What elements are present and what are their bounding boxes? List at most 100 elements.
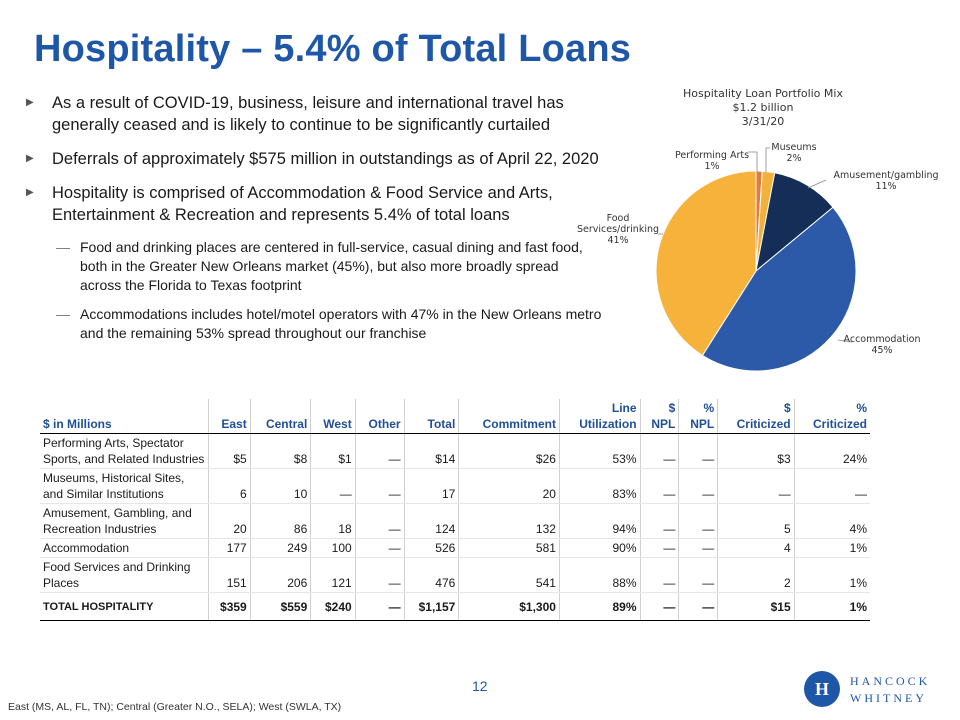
cell-dollar-criticized: 2 <box>717 557 795 593</box>
cell-central: 86 <box>249 503 311 539</box>
table-row: Food Services and Drinking Places 151 206 1… <box>40 557 870 593</box>
bullet-item: ▶ Hospitality is comprised of Accommodati… <box>22 182 602 226</box>
header-west: West <box>310 399 356 434</box>
cell-dollar-npl: — <box>639 557 679 593</box>
row-label: Accommodation <box>40 538 208 558</box>
cell-west: 121 <box>310 557 356 593</box>
cell-pct-criticized: 1% <box>793 557 870 593</box>
bullet-text: As a result of COVID-19, business, leisu… <box>52 94 564 134</box>
row-label: Amusement, Gambling, and Recreation Indu… <box>40 503 208 539</box>
cell-other: — <box>354 468 405 504</box>
cell-east: 20 <box>207 503 251 539</box>
cell-pct-npl: — <box>678 557 718 593</box>
cell-east: $359 <box>207 592 251 621</box>
cell-line-utilization: 53% <box>558 433 641 469</box>
label-food-line1: Food <box>607 213 630 224</box>
cell-other: — <box>354 503 405 539</box>
pie-slice-food-services-drinking <box>655 170 757 357</box>
header-total: Total <box>403 399 459 434</box>
row-label: Museums, Historical Sites, and Similar I… <box>40 468 208 504</box>
cell-total: 526 <box>403 538 459 558</box>
cell-dollar-npl: — <box>639 538 679 558</box>
cell-pct-criticized: 24% <box>793 433 870 469</box>
cell-other: — <box>354 557 405 593</box>
dash-bullet-icon: — <box>56 306 70 322</box>
label-museums: Museums <box>771 142 816 153</box>
cell-central: 10 <box>249 468 311 504</box>
bullet-item: ▶ Deferrals of approximately $575 million… <box>22 148 602 170</box>
cell-west: — <box>310 468 356 504</box>
cell-total: $14 <box>403 433 459 469</box>
cell-dollar-criticized: 4 <box>717 538 795 558</box>
cell-pct-criticized: 1% <box>793 592 870 621</box>
table-row: Accommodation 177 249 100—526 581 90% — —4 1% <box>40 538 870 558</box>
cell-other: — <box>354 592 405 621</box>
cell-dollar-criticized: 5 <box>717 503 795 539</box>
cell-total: 124 <box>403 503 459 539</box>
bullet-item: ▶ As a result of COVID-19, business, leis… <box>22 92 602 136</box>
cell-line-utilization: 88% <box>558 557 641 593</box>
header-central: Central <box>249 399 311 434</box>
cell-west: 18 <box>310 503 356 539</box>
cell-commitment: 541 <box>458 557 560 593</box>
cell-line-utilization: 94% <box>558 503 641 539</box>
cell-commitment: $26 <box>458 433 560 469</box>
table-header-row: $ in Millions East Central West Other To… <box>40 399 870 434</box>
cell-commitment: $1,300 <box>458 592 560 621</box>
chart-subtitle-amount: $1.2 billion <box>733 101 794 114</box>
header-other: Other <box>354 399 405 434</box>
header-pct-criticized: % Criticized <box>793 399 870 434</box>
cell-other: — <box>354 538 405 558</box>
cell-dollar-criticized: — <box>717 468 795 504</box>
table-row: Performing Arts, Spectator Sports, and R… <box>40 433 870 469</box>
bullet-list: ▶ As a result of COVID-19, business, leis… <box>22 92 602 353</box>
cell-central: $559 <box>249 592 311 621</box>
cell-commitment: 132 <box>458 503 560 539</box>
label-food-pct: 41% <box>607 235 628 246</box>
logo-text-line1: HANCOCK <box>850 674 931 688</box>
sub-bullet-item: — Accommodations includes hotel/motel ope… <box>22 305 602 343</box>
cell-pct-npl: — <box>678 433 718 469</box>
row-label: Food Services and Drinking Places <box>40 557 208 593</box>
label-accommodation: Accommodation <box>844 334 921 345</box>
cell-dollar-npl: — <box>639 503 679 539</box>
sub-bullet-item: — Food and drinking places are centered i… <box>22 238 602 295</box>
header-line-utilization: Line Utilization <box>558 399 641 434</box>
bullet-text: Hospitality is comprised of Accommodatio… <box>52 184 553 224</box>
region-footnote: East (MS, AL, FL, TN); Central (Greater … <box>8 701 342 713</box>
cell-total: 476 <box>403 557 459 593</box>
cell-line-utilization: 83% <box>558 468 641 504</box>
logo-mark-icon: H <box>804 671 840 707</box>
cell-pct-npl: — <box>678 503 718 539</box>
pie-slice-accommodation <box>701 206 857 372</box>
cell-west: $240 <box>310 592 356 621</box>
cell-east: 151 <box>207 557 251 593</box>
sub-bullet-text: Food and drinking places are centered in… <box>80 239 583 293</box>
cell-pct-npl: — <box>678 592 718 621</box>
table-row: Amusement, Gambling, and Recreation Indu… <box>40 503 870 539</box>
header-pct-npl: % NPL <box>678 399 718 434</box>
total-row: TOTAL HOSPITALITY $359 $559 $240— $1,157 $1,3… <box>40 592 870 621</box>
cell-line-utilization: 90% <box>558 538 641 558</box>
cell-west: $1 <box>310 433 356 469</box>
cell-dollar-npl: — <box>639 433 679 469</box>
header-east: East <box>207 399 251 434</box>
triangle-bullet-icon: ▶ <box>26 97 34 108</box>
logo-text-line2: WHITNEY <box>850 691 927 705</box>
label-food-line2: Services/drinking <box>577 224 659 235</box>
row-label: TOTAL HOSPITALITY <box>40 592 208 621</box>
leader-line-amusement <box>807 179 827 189</box>
cell-east: $5 <box>207 433 251 469</box>
header-label: $ in Millions <box>40 399 208 434</box>
cell-pct-npl: — <box>678 468 718 504</box>
triangle-bullet-icon: ▶ <box>26 187 34 198</box>
cell-east: 177 <box>207 538 251 558</box>
label-performing-arts-pct: 1% <box>704 161 719 172</box>
cell-central: 249 <box>249 538 311 558</box>
cell-pct-criticized: — <box>793 468 870 504</box>
header-dollar-npl: $ NPL <box>639 399 679 434</box>
cell-dollar-npl: — <box>639 468 679 504</box>
cell-dollar-criticized: $3 <box>717 433 795 469</box>
cell-pct-criticized: 1% <box>793 538 870 558</box>
page-number: 12 <box>472 678 488 694</box>
